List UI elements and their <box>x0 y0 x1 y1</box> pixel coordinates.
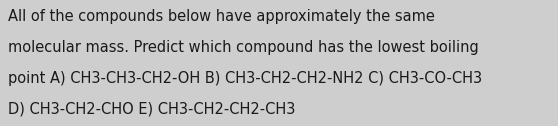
Text: point A) CH3-CH3-CH2-OH B) CH3-CH2-CH2-NH2 C) CH3-CO-CH3: point A) CH3-CH3-CH2-OH B) CH3-CH2-CH2-N… <box>8 71 483 86</box>
Text: molecular mass. Predict which compound has the lowest boiling: molecular mass. Predict which compound h… <box>8 40 479 55</box>
Text: All of the compounds below have approximately the same: All of the compounds below have approxim… <box>8 9 435 24</box>
Text: D) CH3-CH2-CHO E) CH3-CH2-CH2-CH3: D) CH3-CH2-CHO E) CH3-CH2-CH2-CH3 <box>8 101 296 116</box>
